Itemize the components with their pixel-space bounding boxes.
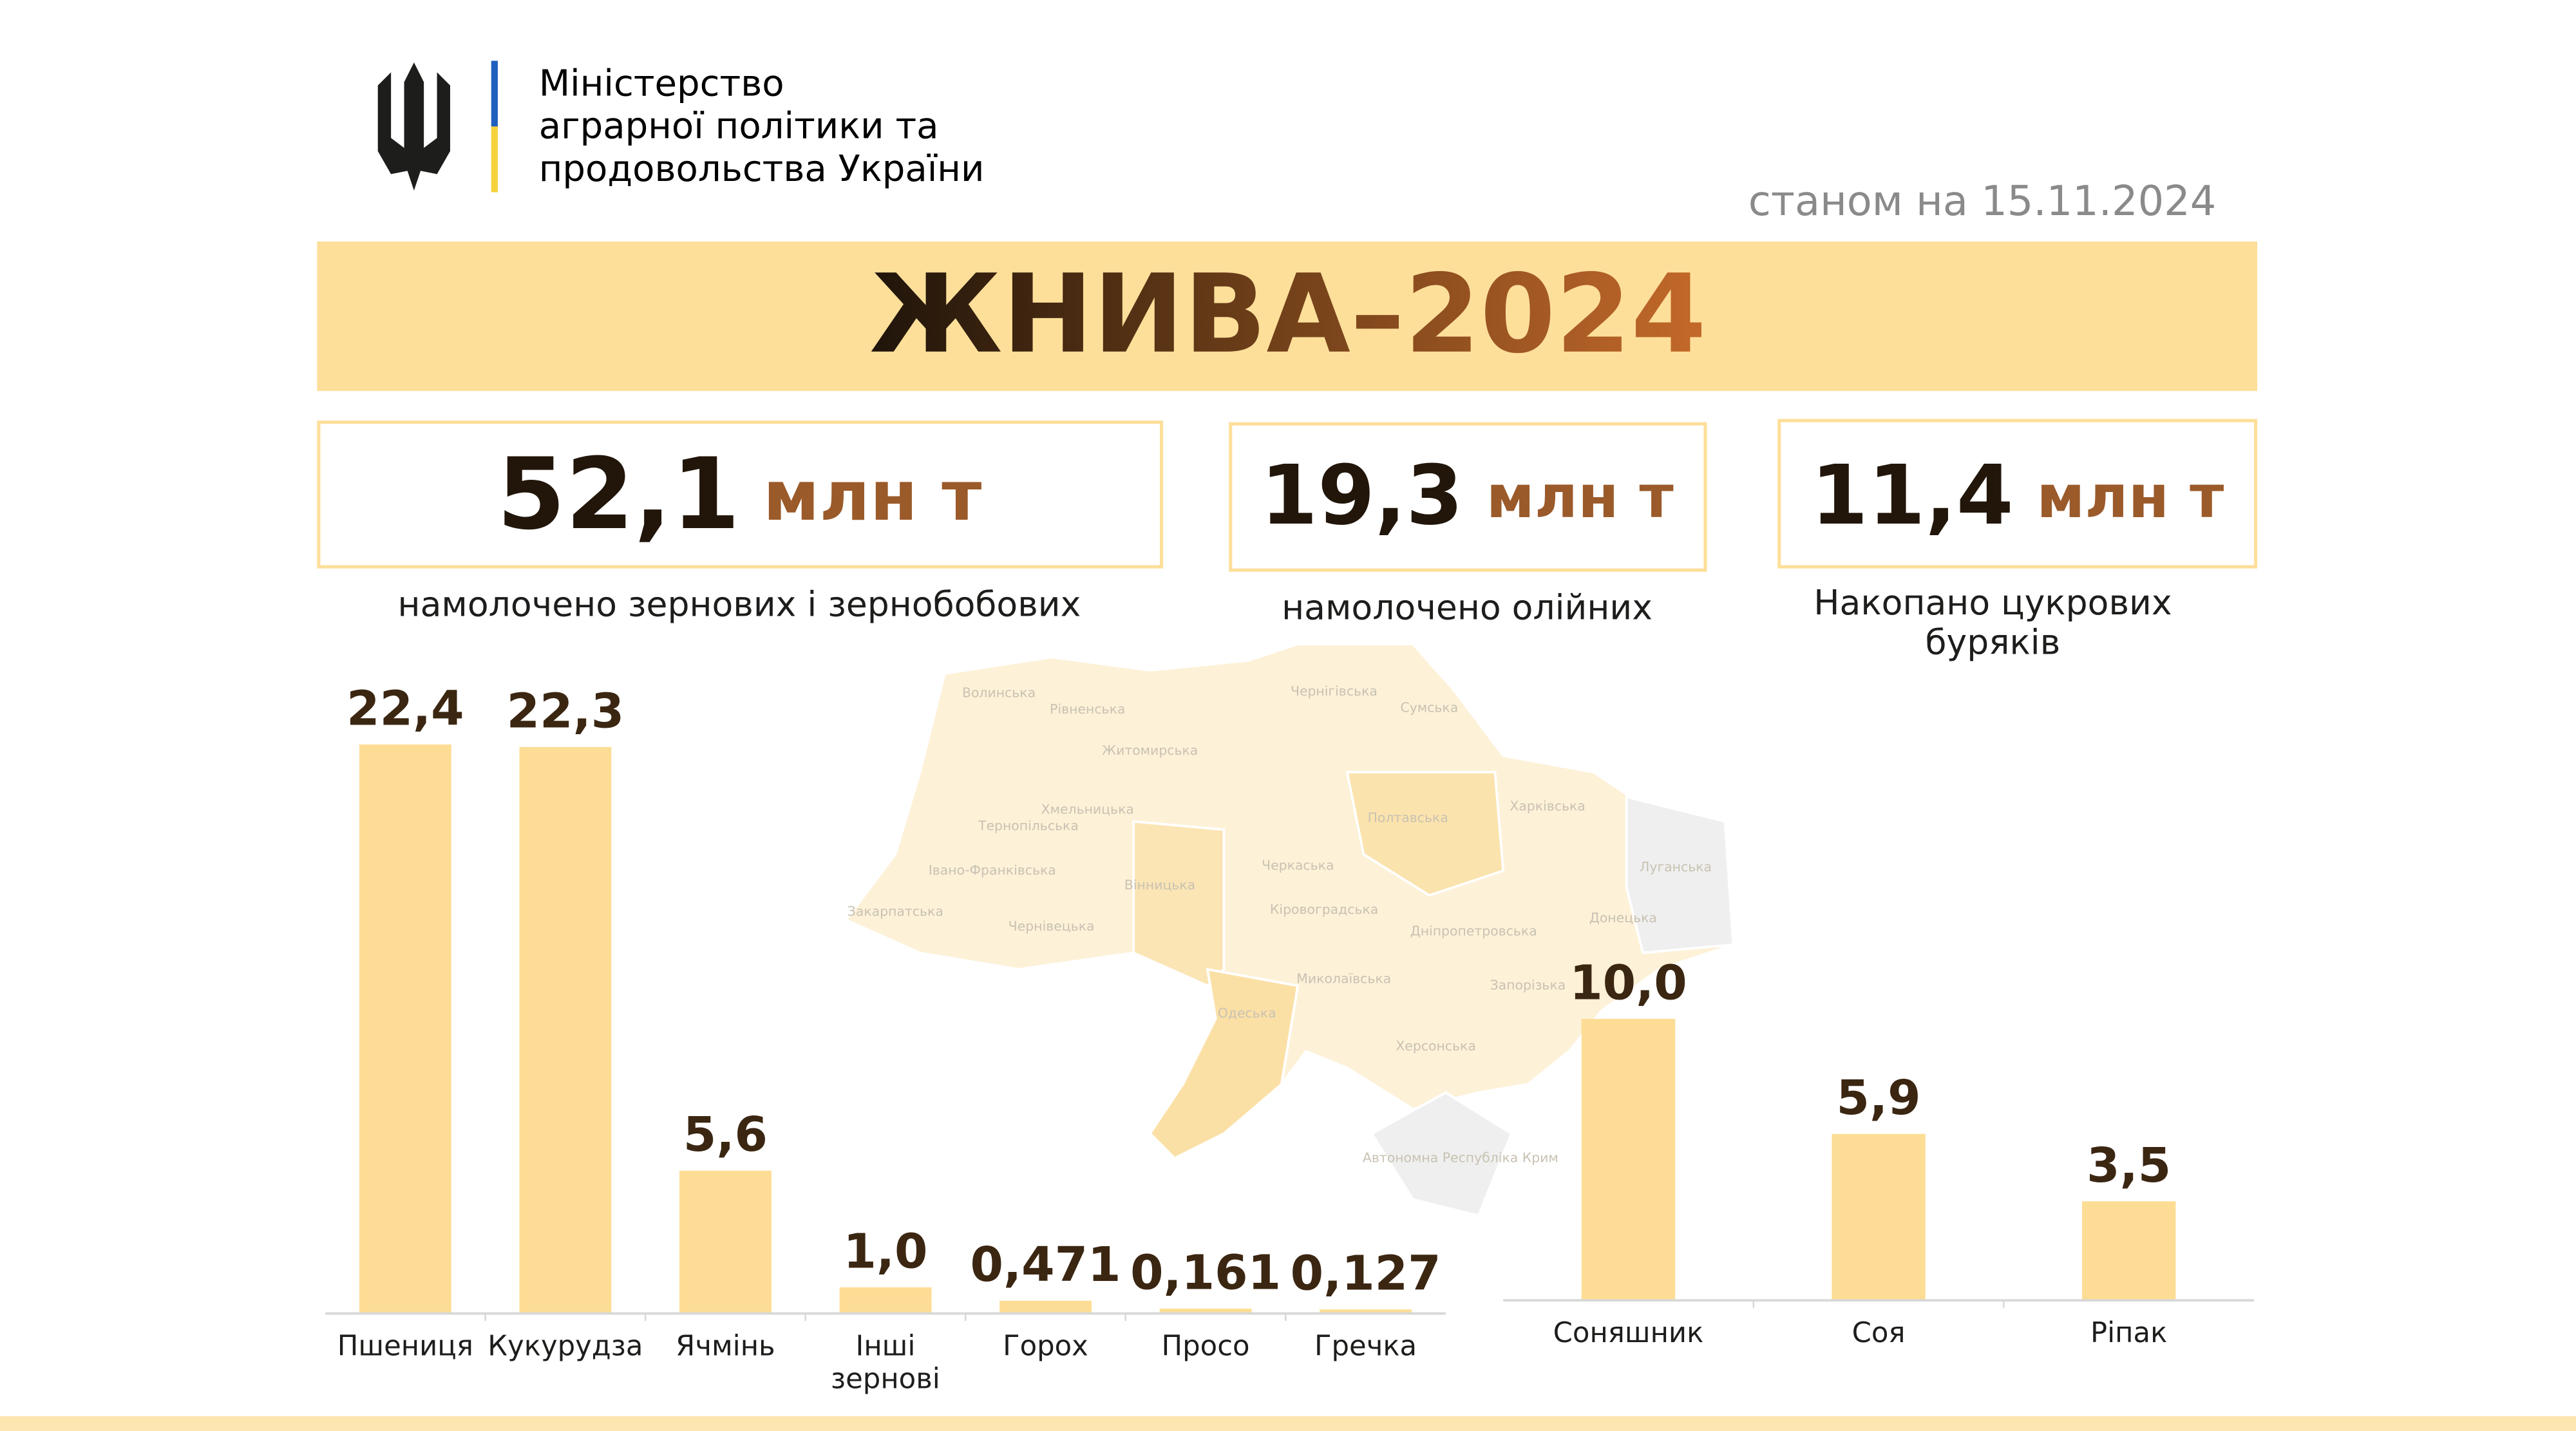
region-label: Кіровоградська: [1270, 902, 1378, 917]
x-tick-label: Ріпак: [2090, 1317, 2168, 1350]
bar: [359, 744, 451, 1313]
stat-unit: млн т: [1486, 462, 1674, 531]
value-label: 0,127: [1291, 1246, 1441, 1302]
stat-box: [1229, 422, 1707, 572]
logo: [377, 62, 450, 191]
region-label: Дніпропетровська: [1410, 923, 1537, 938]
stat-label: намолочено зернових і зернобобових: [397, 585, 1081, 625]
map: [844, 643, 1735, 1218]
banner: [317, 242, 2258, 392]
region-label: Луганська: [1640, 859, 1712, 875]
region-label: Миколаївська: [1296, 971, 1391, 986]
region-label: Івано-Франківська: [929, 862, 1056, 878]
stat-box: [317, 421, 1164, 569]
value-label: 0,471: [971, 1237, 1121, 1293]
value-label: 3,5: [2087, 1138, 2171, 1193]
stat-number: 11,4: [1811, 448, 2014, 544]
stat-label: Накопано цукрових буряків: [1814, 583, 2172, 663]
region-label: Одеська: [1218, 1005, 1276, 1021]
bar: [1159, 1308, 1252, 1313]
region-label: Закарпатська: [848, 904, 943, 919]
x-tick-label: Ячмінь: [676, 1331, 775, 1364]
region-label: Рівненська: [1050, 701, 1125, 717]
stat-box: [1777, 419, 2258, 569]
region-label: Херсонська: [1396, 1038, 1476, 1054]
bar: [1581, 1019, 1676, 1300]
region-label: Сумська: [1401, 699, 1459, 715]
x-tick-label: Горох: [1003, 1331, 1088, 1364]
value-label: 1,0: [843, 1224, 927, 1279]
value-label: 5,6: [683, 1107, 768, 1162]
value-label: 0,161: [1130, 1245, 1281, 1300]
x-tick-label: Просо: [1161, 1331, 1250, 1364]
stat-number: 19,3: [1260, 448, 1463, 544]
value-label: 10,0: [1569, 956, 1687, 1011]
stat-value: 52,1 млн т: [497, 437, 982, 552]
bar: [1320, 1309, 1412, 1313]
region-label: Харківська: [1510, 799, 1585, 814]
stat-label: намолочено олійних: [1282, 588, 1653, 628]
value-label: 5,9: [1837, 1070, 1921, 1126]
region-label: Запорізька: [1490, 978, 1566, 993]
ministry-name: Міністерство: [539, 62, 784, 104]
value-label: 22,3: [507, 683, 625, 739]
region-label: Волинська: [962, 685, 1036, 701]
bottom-strip: [0, 1416, 2576, 1431]
region-label: Чернівецька: [1009, 918, 1095, 934]
x-tick-label: Соняшник: [1553, 1317, 1704, 1350]
region-label: Хмельницька: [1041, 802, 1134, 817]
region-label: Черкаська: [1262, 857, 1334, 873]
date: станом на 15.11.2024: [1748, 178, 2216, 225]
region-label: Полтавська: [1368, 810, 1448, 825]
region-label: Чернігівська: [1291, 683, 1378, 699]
bar: [999, 1300, 1092, 1313]
stat-number: 52,1: [497, 437, 741, 552]
region-label: Житомирська: [1102, 743, 1198, 758]
bar: [519, 746, 612, 1313]
region-label: Вінницька: [1124, 877, 1195, 893]
flag-yellow: [491, 126, 498, 193]
bar: [2081, 1201, 2176, 1300]
stat-value: 19,3 млн т: [1260, 448, 1673, 544]
stat-unit: млн т: [2036, 462, 2224, 531]
x-tick-label: Інші зернові: [831, 1331, 940, 1397]
x-tick-label: Гречка: [1314, 1331, 1417, 1364]
bar: [839, 1287, 932, 1313]
bar: [679, 1170, 772, 1313]
x-tick-label: Пшениця: [337, 1331, 473, 1364]
flag-blue: [491, 61, 498, 127]
value-label: 22,4: [346, 681, 464, 736]
region-label: Донецька: [1589, 910, 1657, 925]
stat-value: 11,4 млн т: [1811, 448, 2224, 544]
title: ЖНИВА–2024: [869, 251, 1706, 377]
ministry-name: аграрної політики та: [539, 106, 939, 147]
stat-unit: млн т: [763, 457, 981, 536]
x-tick-label: Кукурудза: [488, 1331, 643, 1364]
x-tick-label: Соя: [1852, 1317, 1906, 1350]
bar: [1832, 1133, 1926, 1300]
region-label: Тернопільська: [978, 818, 1079, 833]
ministry-name: продовольства України: [539, 148, 985, 190]
region-label: Автономна Республіка Крим: [1363, 1150, 1558, 1165]
